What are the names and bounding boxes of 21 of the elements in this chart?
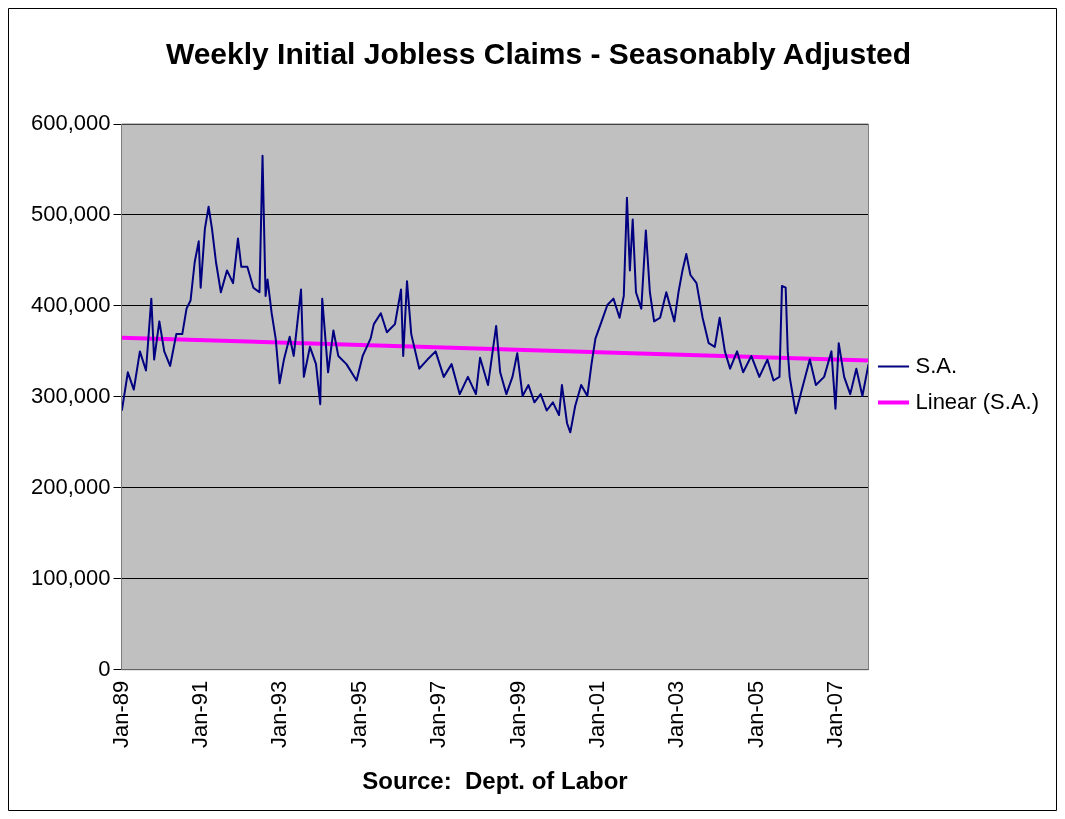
x-tick-label: Jan-95 bbox=[345, 680, 371, 749]
y-tick-label: 400,000 bbox=[30, 291, 111, 317]
x-tick-label: Jan-01 bbox=[584, 680, 610, 749]
x-tick-label: Jan-99 bbox=[504, 680, 530, 749]
y-tick-label: 500,000 bbox=[30, 201, 111, 227]
legend-label: Linear (S.A.) bbox=[915, 388, 1040, 414]
chart-title: Weekly Initial Jobless Claims - Seasonably Adjusted bbox=[165, 37, 912, 71]
y-tick-label: 300,000 bbox=[30, 382, 111, 408]
y-tick-label: 0 bbox=[98, 655, 111, 681]
legend-label: S.A. bbox=[915, 352, 958, 378]
x-tick-label: Jan-07 bbox=[822, 680, 848, 749]
x-tick-label: Jan-03 bbox=[663, 680, 689, 749]
y-tick-label: 600,000 bbox=[30, 110, 111, 136]
x-tick-label: Jan-97 bbox=[425, 680, 451, 749]
x-tick-label: Jan-89 bbox=[107, 680, 133, 749]
x-tick-label: Jan-93 bbox=[266, 680, 292, 749]
x-tick-label: Jan-05 bbox=[742, 680, 768, 749]
y-tick-label: 100,000 bbox=[30, 564, 111, 590]
y-tick-label: 200,000 bbox=[30, 473, 111, 499]
x-tick-label: Jan-91 bbox=[186, 680, 212, 749]
source-note: Source: Dept. of Labor bbox=[362, 767, 628, 794]
